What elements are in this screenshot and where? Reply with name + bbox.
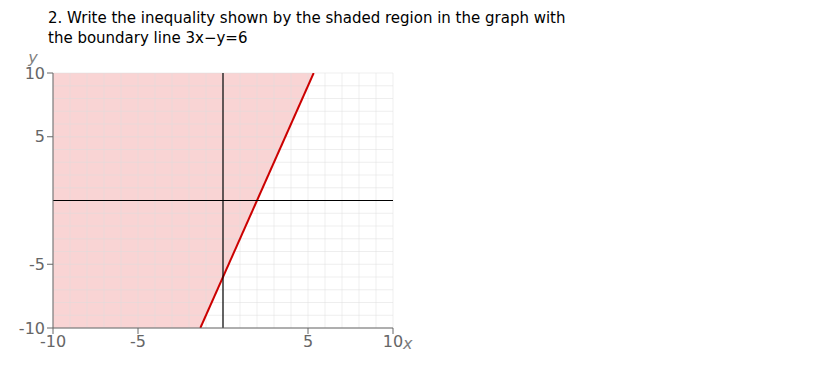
svg-text:-10: -10: [19, 319, 45, 338]
svg-text:-5: -5: [130, 332, 146, 351]
svg-text:5: 5: [35, 127, 45, 146]
svg-text:5: 5: [303, 332, 313, 351]
svg-text:y: y: [27, 48, 38, 67]
svg-text:10: 10: [383, 332, 403, 351]
html-text:2. Write the inequality shown: 2. Write the inequality shown by the sha…: [48, 9, 566, 27]
svg-text:x: x: [402, 334, 413, 353]
svg-text:10: 10: [24, 63, 45, 83]
svg-text:-5: -5: [29, 255, 45, 274]
svg-text:-10: -10: [39, 332, 67, 352]
html-text:the boundary line 3x−y=6: the boundary line 3x−y=6: [48, 29, 248, 47]
